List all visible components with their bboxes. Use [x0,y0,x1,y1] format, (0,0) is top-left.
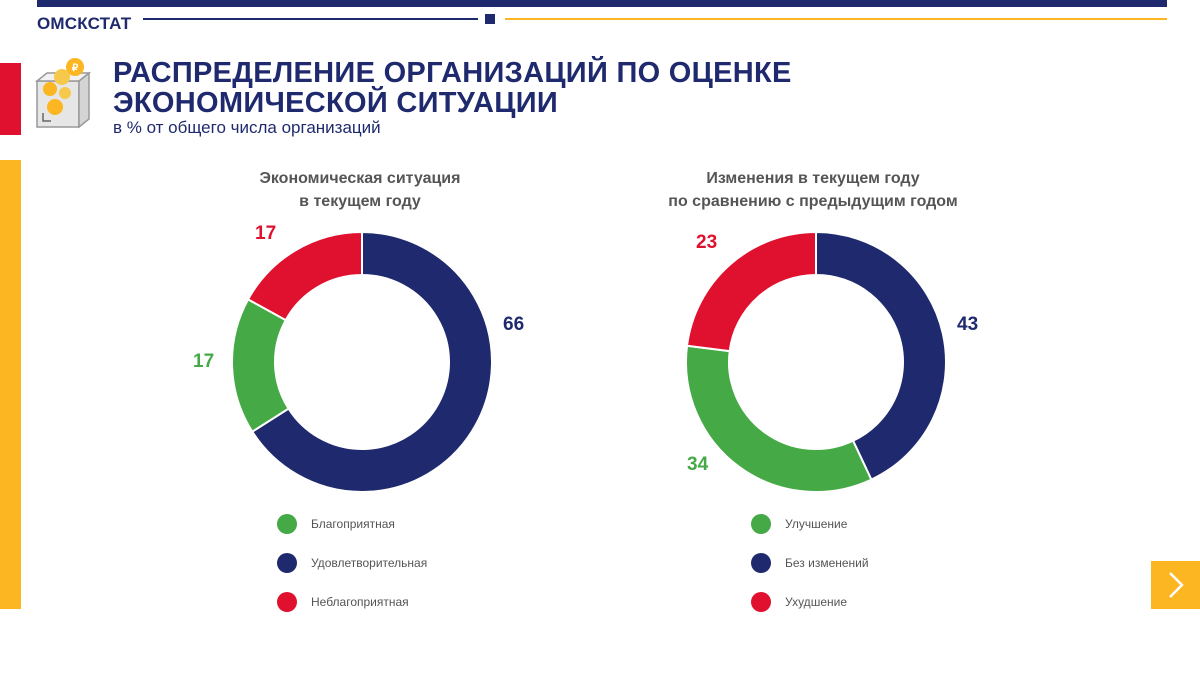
header-square [485,14,495,24]
accent-bar-yellow [0,160,21,609]
donut-slice-3 [246,230,363,322]
legend-label: Ухудшение [785,595,847,609]
donut-slice-1 [815,230,947,481]
legend-label: Благоприятная [311,517,395,531]
legend-item: Неблагоприятная [277,591,427,613]
chart1-legend: Благоприятная Удовлетворительная Неблаго… [277,513,427,613]
chart1-title-line1: Экономическая ситуация [259,170,461,187]
chart2-title-line1: Изменения в текущем году [706,170,920,187]
chart1-title-line2: в текущем году [299,193,421,210]
chart1-donut [231,230,493,493]
box-with-coins-icon: ₽ [35,58,92,129]
chart1-label-unfavorable: 17 [255,223,277,244]
legend-item: Улучшение [751,513,869,535]
legend-item: Благоприятная [277,513,427,535]
chart1-label-favorable: 17 [193,351,215,372]
legend-dot-navy [277,553,297,573]
top-bar [37,0,1167,7]
chart2-donut [685,230,947,493]
chevron-right-icon [1169,572,1184,598]
legend-dot-green [277,514,297,534]
chart2-title-line2: по сравнению с предыдущим годом [668,193,958,210]
donut-slice-2 [231,298,290,434]
legend-label: Удовлетворительная [311,556,428,570]
chart2-legend: Улучшение Без изменений Ухудшение [751,513,869,613]
legend-item: Без изменений [751,552,869,574]
chart2-label-improvement: 34 [687,454,709,475]
legend-label: Улучшение [785,517,848,531]
donut-slice-3 [685,230,817,353]
brand-name: ОМСКСТАТ [37,14,132,33]
header-line-yellow [505,18,1167,20]
page-subtitle: в % от общего числа организаций [113,118,381,137]
legend-dot-red [277,592,297,612]
svg-text:₽: ₽ [72,63,79,74]
legend-label: Неблагоприятная [311,595,409,609]
accent-bar-red [0,63,21,135]
legend-dot-navy [751,553,771,573]
chart1-label-satisfactory: 66 [503,314,525,335]
legend-label: Без изменений [785,556,869,570]
chart2-label-no-change: 43 [957,314,979,335]
next-slide-button[interactable] [1151,561,1200,609]
legend-item: Ухудшение [751,591,869,613]
chart2-title: Изменения в текущем году по сравнению с … [613,167,1013,213]
donut-slice-2 [685,344,873,493]
header-line-navy [143,18,478,20]
legend-dot-green [751,514,771,534]
page-title-line2: ЭКОНОМИЧЕСКОЙ СИТУАЦИИ [113,87,558,119]
legend-dot-red [751,592,771,612]
donut-slice-1 [250,230,493,493]
chart2-label-worsening: 23 [696,232,718,253]
chart1-title: Экономическая ситуация в текущем году [210,167,510,213]
page-title: РАСПРЕДЕЛЕНИЕ ОРГАНИЗАЦИЙ ПО ОЦЕНКЕ ЭКОН… [113,58,792,118]
legend-item: Удовлетворительная [277,552,427,574]
page-title-line1: РАСПРЕДЕЛЕНИЕ ОРГАНИЗАЦИЙ ПО ОЦЕНКЕ [113,57,792,89]
